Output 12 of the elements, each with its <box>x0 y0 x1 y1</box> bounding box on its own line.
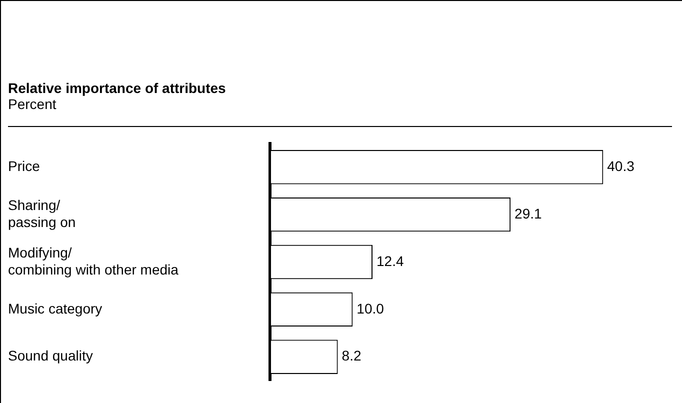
y-tick-label: Music category <box>8 300 102 316</box>
text: Percent <box>8 96 56 112</box>
y-tick-label: Sound quality <box>8 348 93 364</box>
data-label: 10.0 <box>356 300 384 316</box>
text: Relative importance of attributes <box>8 80 226 96</box>
data-label: 12.4 <box>376 252 404 269</box>
y-tick-label: Price <box>8 158 40 174</box>
y-tick-label: Modifying/ combining with other media <box>8 244 179 278</box>
data-label: 8.2 <box>342 348 362 364</box>
data-label: 40.3 <box>607 158 635 174</box>
data-label: 29.1 <box>514 205 542 222</box>
y-tick-label: Sharing/ passing on <box>8 197 76 230</box>
